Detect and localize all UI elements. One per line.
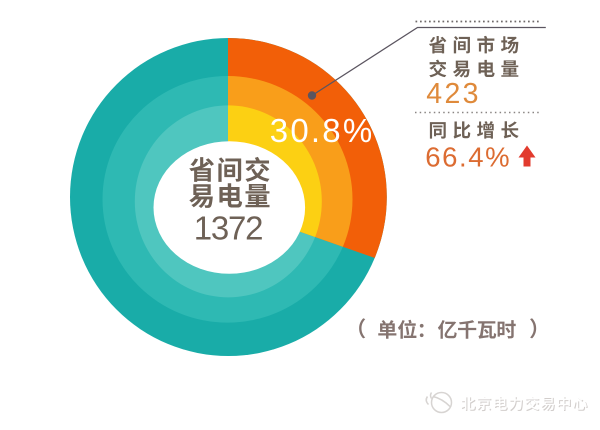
svg-text:1372: 1372 (194, 209, 263, 246)
svg-text:423: 423 (426, 78, 480, 110)
svg-text:30.8%: 30.8% (270, 112, 375, 149)
svg-text:66.4%: 66.4% (425, 141, 511, 172)
